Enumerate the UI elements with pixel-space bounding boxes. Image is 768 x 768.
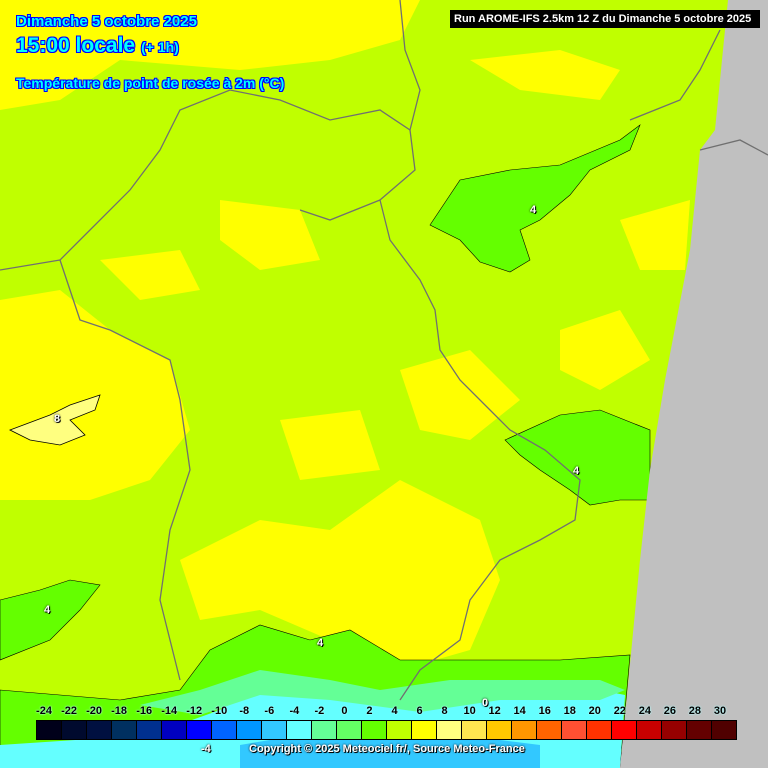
borders xyxy=(0,0,768,701)
contour-label: 0 xyxy=(482,697,489,709)
lightgreen-zones xyxy=(140,670,625,715)
legend-tick-label: -8 xyxy=(239,705,250,717)
legend-tick-label: -10 xyxy=(211,705,228,717)
legend-tick-label: 0 xyxy=(341,705,348,717)
legend-swatch xyxy=(712,721,736,739)
legend-swatch xyxy=(587,721,612,739)
contour-label: 4 xyxy=(530,204,537,216)
legend-tick-label: -4 xyxy=(289,705,300,717)
zone-8-west xyxy=(9,394,101,446)
legend-tick-label: 30 xyxy=(713,705,727,717)
forecast-date: Dimanche 5 octobre 2025 xyxy=(16,13,197,30)
legend-swatch xyxy=(237,721,262,739)
legend-tick-label: 24 xyxy=(638,705,651,717)
run-info: Run AROME-IFS 2.5km 12 Z du Dimanche 5 o… xyxy=(450,10,760,28)
contour-label: 4 xyxy=(573,465,580,477)
parameter-title: Température de point de rosée à 2m (°C) xyxy=(16,75,285,91)
legend-tick-label: -18 xyxy=(111,705,128,717)
contour-label: 8 xyxy=(54,413,61,425)
legend-swatch xyxy=(612,721,637,739)
legend-swatch xyxy=(137,721,162,739)
legend-swatch xyxy=(537,721,562,739)
legend-tick-label: 8 xyxy=(441,705,448,717)
legend-swatch xyxy=(637,721,662,739)
legend-swatch xyxy=(387,721,412,739)
legend-swatch xyxy=(362,721,387,739)
legend-tick-label: 20 xyxy=(588,705,601,717)
legend-tick-label: -6 xyxy=(264,705,275,717)
contour-label: -4 xyxy=(201,743,211,755)
legend-swatch xyxy=(112,721,137,739)
legend-swatch xyxy=(412,721,437,739)
legend-tick-label: 10 xyxy=(463,705,476,717)
legend-tick-label: 14 xyxy=(513,705,526,717)
legend-swatch xyxy=(62,721,87,739)
legend-swatch xyxy=(562,721,587,739)
legend-tick-label: 18 xyxy=(563,705,576,717)
legend-tick-label: 2 xyxy=(366,705,373,717)
legend-swatch xyxy=(212,721,237,739)
legend-tick-label: -24 xyxy=(36,705,52,717)
legend-tick-label: 6 xyxy=(416,705,423,717)
legend-swatch xyxy=(337,721,362,739)
copyright: Copyright © 2025 Meteociel.fr/, Source M… xyxy=(249,743,525,755)
yellow-zones xyxy=(0,0,690,670)
time-offset: (+ 1h) xyxy=(141,39,179,55)
legend-tick-label: 28 xyxy=(688,705,702,717)
legend-ticks: -24 -22 -20 -18 -16 -14 -12 -10 -8 -6 -4 -2 0 2 4 6 8 10 1… xyxy=(22,705,750,719)
forecast-time: 15:00 locale (+ 1h) xyxy=(16,34,179,58)
local-time: 15:00 locale xyxy=(16,34,136,57)
legend-tick-label: -22 xyxy=(61,705,77,717)
legend-tick-label: -16 xyxy=(136,705,153,717)
legend-tick-label: 22 xyxy=(613,705,626,717)
legend-tick-label: 26 xyxy=(663,705,677,717)
legend-tick-label: 4 xyxy=(391,705,398,717)
legend-tick-label: -12 xyxy=(186,705,203,717)
legend-swatch xyxy=(312,721,337,739)
legend-swatch xyxy=(512,721,537,739)
contour-label: 4 xyxy=(44,604,51,616)
no-data-area xyxy=(620,0,768,768)
color-legend xyxy=(36,720,737,740)
legend-swatch xyxy=(87,721,112,739)
legend-swatch xyxy=(37,721,62,739)
legend-tick-label: -2 xyxy=(314,705,325,717)
legend-swatch xyxy=(687,721,712,739)
legend-swatch xyxy=(462,721,487,739)
contour-label: 4 xyxy=(317,637,324,649)
legend-tick-label: -20 xyxy=(86,705,103,717)
legend-swatch xyxy=(162,721,187,739)
legend-swatch xyxy=(287,721,312,739)
blue-zones xyxy=(240,735,540,768)
legend-tick-label: 16 xyxy=(538,705,551,717)
legend-swatch xyxy=(187,721,212,739)
legend-swatch xyxy=(437,721,462,739)
legend-swatch xyxy=(262,721,287,739)
legend-tick-label: 12 xyxy=(488,705,501,717)
legend-swatch xyxy=(662,721,687,739)
legend-swatch xyxy=(487,721,512,739)
legend-tick-label: -14 xyxy=(161,705,178,717)
